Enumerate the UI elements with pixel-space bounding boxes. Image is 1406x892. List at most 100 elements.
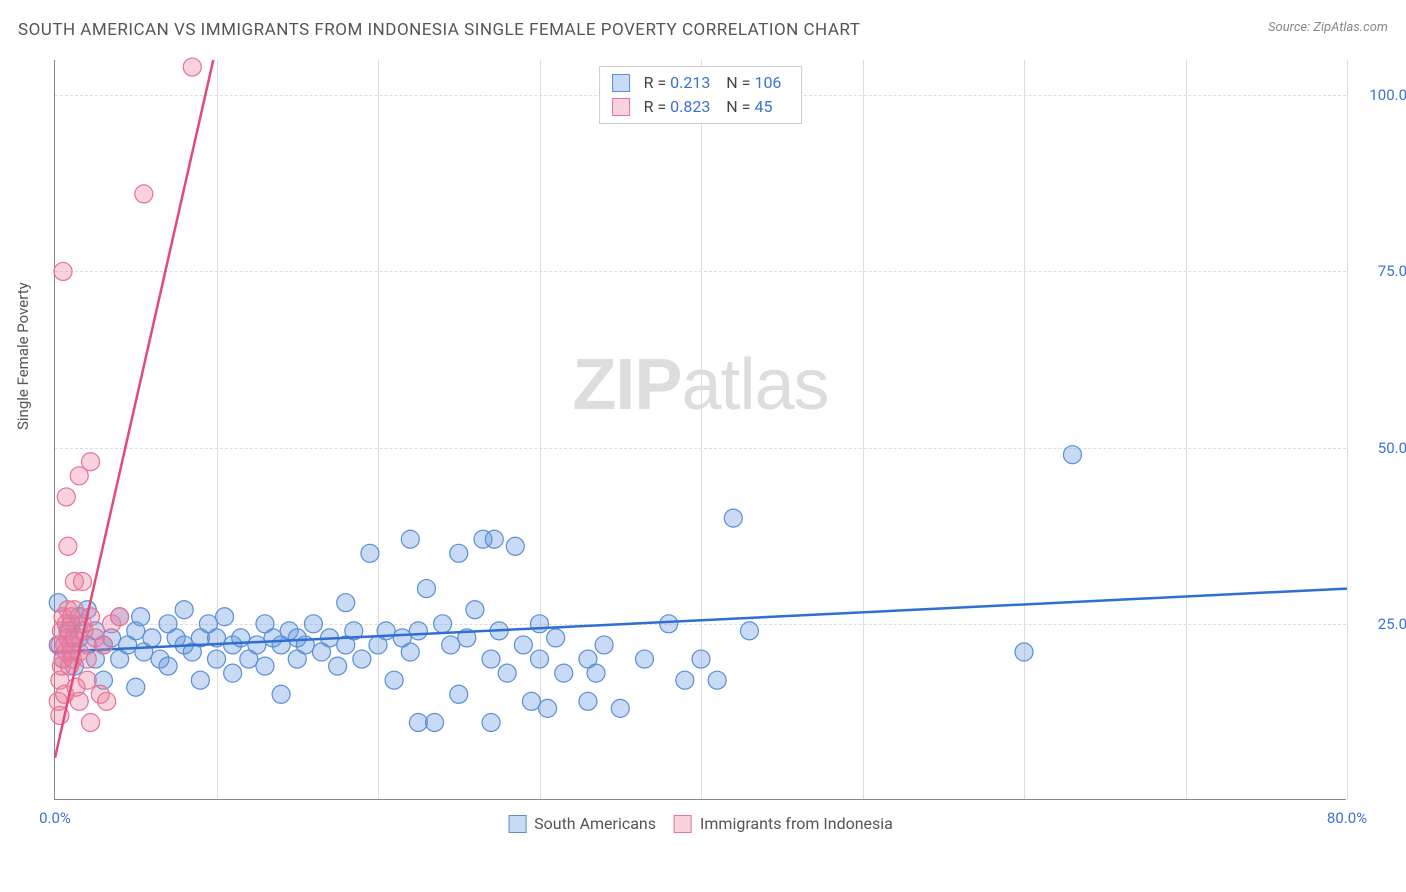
y-tick-label: 25.0%	[1358, 615, 1406, 633]
chart-header: SOUTH AMERICAN VS IMMIGRANTS FROM INDONE…	[18, 20, 1388, 40]
data-point	[159, 657, 177, 675]
data-point	[635, 650, 653, 668]
data-point	[183, 58, 201, 76]
x-tick-label: 0.0%	[39, 809, 71, 827]
data-point	[595, 636, 613, 654]
data-point	[579, 692, 597, 710]
data-point	[82, 453, 100, 471]
chart-title: SOUTH AMERICAN VS IMMIGRANTS FROM INDONE…	[18, 20, 860, 40]
legend-series: South Americans Immigrants from Indonesi…	[508, 814, 893, 833]
x-tick-label: 80.0%	[1327, 809, 1367, 827]
data-point	[401, 643, 419, 661]
data-point	[514, 636, 532, 654]
data-point	[256, 657, 274, 675]
data-point	[224, 664, 242, 682]
data-point	[740, 622, 758, 640]
data-point	[434, 615, 452, 633]
data-point	[94, 636, 112, 654]
data-point	[111, 608, 129, 626]
legend-row-0: R = 0.213 N = 106	[612, 71, 790, 95]
data-point	[82, 608, 100, 626]
data-point	[70, 692, 88, 710]
data-point	[522, 692, 540, 710]
data-point	[482, 650, 500, 668]
data-point	[611, 699, 629, 717]
data-point	[57, 488, 75, 506]
data-point	[98, 692, 116, 710]
legend-correlation: R = 0.213 N = 106 R = 0.823 N = 45	[599, 66, 803, 124]
data-point	[482, 713, 500, 731]
data-point	[132, 608, 150, 626]
data-point	[135, 185, 153, 203]
data-point	[329, 657, 347, 675]
data-point	[54, 262, 72, 280]
data-point	[1063, 446, 1081, 464]
data-point	[73, 573, 91, 591]
r-value-0: 0.213	[670, 73, 710, 92]
data-point	[127, 678, 145, 696]
n-label-1: N =	[726, 97, 754, 116]
n-value-1: 45	[754, 97, 772, 116]
data-point	[498, 664, 516, 682]
legend-swatch-blue	[612, 74, 630, 92]
data-point	[353, 650, 371, 668]
data-point	[385, 671, 403, 689]
data-point	[143, 629, 161, 647]
y-axis-label: Single Female Poverty	[14, 282, 32, 430]
legend-label-0: South Americans	[534, 814, 656, 833]
legend-swatch-pink-icon	[674, 815, 692, 833]
data-point	[450, 685, 468, 703]
data-point	[724, 509, 742, 527]
data-point	[78, 650, 96, 668]
legend-swatch-blue-icon	[508, 815, 526, 833]
data-point	[175, 601, 193, 619]
data-point	[692, 650, 710, 668]
data-point	[660, 615, 678, 633]
r-label-0: R =	[644, 73, 671, 92]
data-point	[485, 530, 503, 548]
data-point	[272, 685, 290, 703]
data-point	[401, 530, 419, 548]
n-label-0: N =	[726, 73, 754, 92]
data-point	[1015, 643, 1033, 661]
data-point	[304, 615, 322, 633]
data-point	[450, 544, 468, 562]
legend-row-1: R = 0.823 N = 45	[612, 95, 790, 119]
data-point	[409, 713, 427, 731]
data-point	[531, 615, 549, 633]
data-point	[191, 671, 209, 689]
data-point	[506, 537, 524, 555]
trend-line	[55, 589, 1347, 652]
data-point	[676, 671, 694, 689]
data-point	[531, 650, 549, 668]
r-label-1: R =	[644, 97, 671, 116]
data-point	[409, 622, 427, 640]
n-value-0: 106	[754, 73, 781, 92]
source-label: Source: ZipAtlas.com	[1268, 20, 1388, 35]
data-point	[587, 664, 605, 682]
data-point	[208, 650, 226, 668]
chart-svg	[55, 60, 1346, 799]
data-point	[555, 664, 573, 682]
data-point	[708, 671, 726, 689]
y-tick-label: 50.0%	[1358, 439, 1406, 457]
plot-area: ZIPatlas 25.0%50.0%75.0%100.0%0.0%80.0% …	[54, 60, 1346, 800]
data-point	[216, 608, 234, 626]
data-point	[466, 601, 484, 619]
data-point	[426, 713, 444, 731]
data-point	[539, 699, 557, 717]
data-point	[337, 594, 355, 612]
data-point	[82, 713, 100, 731]
y-tick-label: 100.0%	[1358, 86, 1406, 104]
data-point	[59, 537, 77, 555]
data-point	[361, 544, 379, 562]
data-point	[78, 671, 96, 689]
data-point	[248, 636, 266, 654]
legend-label-1: Immigrants from Indonesia	[700, 814, 893, 833]
data-point	[417, 580, 435, 598]
y-tick-label: 75.0%	[1358, 262, 1406, 280]
legend-item-0: South Americans	[508, 814, 656, 833]
legend-swatch-pink	[612, 98, 630, 116]
legend-item-1: Immigrants from Indonesia	[674, 814, 893, 833]
r-value-1: 0.823	[670, 97, 710, 116]
